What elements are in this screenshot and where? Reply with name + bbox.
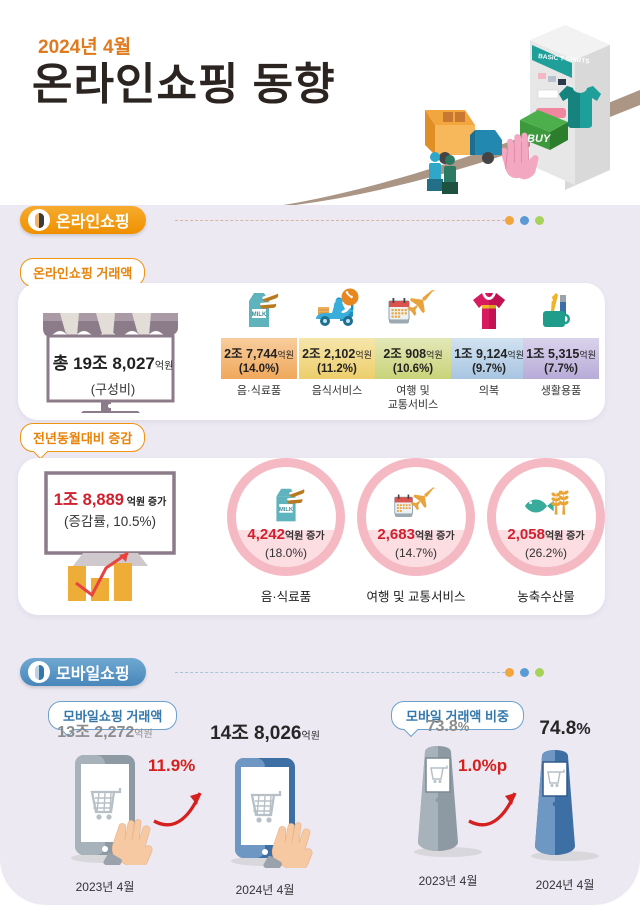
- svg-text:MILK: MILK: [252, 312, 267, 318]
- svg-text:MILK: MILK: [279, 507, 294, 513]
- svg-text:BUY: BUY: [527, 133, 552, 145]
- svg-text:(증감률, 10.5%): (증감률, 10.5%): [64, 514, 156, 529]
